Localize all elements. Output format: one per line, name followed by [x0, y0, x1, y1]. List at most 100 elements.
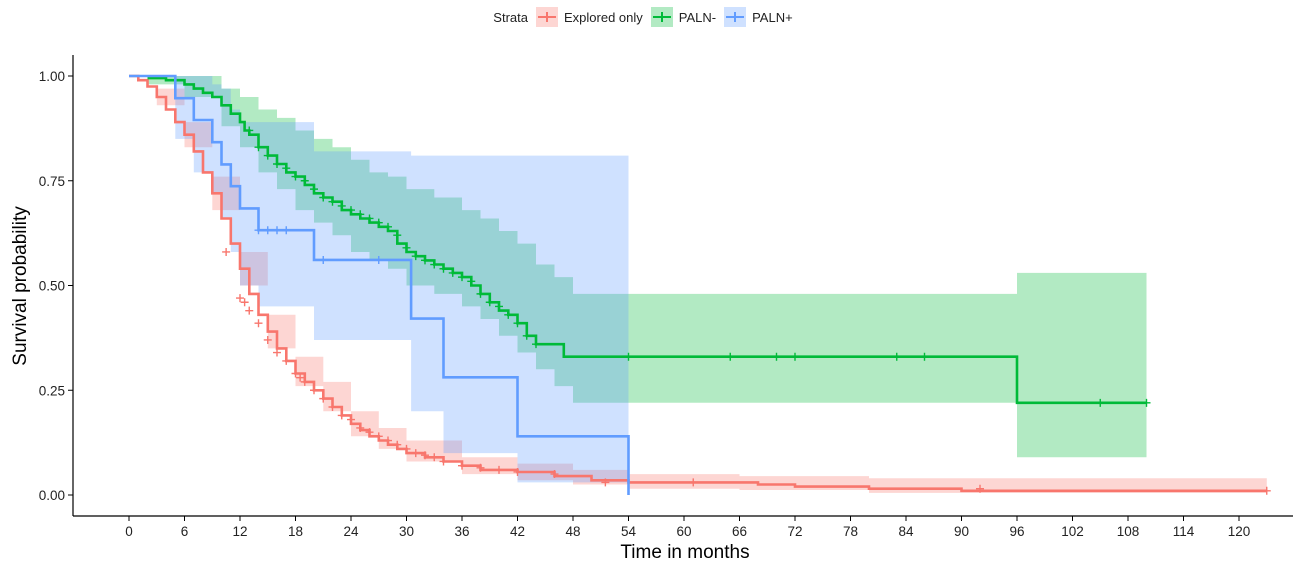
censor-mark — [421, 451, 429, 460]
legend-label: Explored only — [563, 9, 643, 25]
x-tick-label: 96 — [1009, 524, 1024, 539]
censor-mark — [328, 197, 337, 206]
censor-mark — [384, 222, 392, 231]
censor-mark — [319, 255, 328, 264]
censor-mark — [532, 340, 540, 349]
censor-mark — [328, 403, 337, 412]
censor-mark — [458, 273, 466, 282]
censor-mark — [495, 302, 503, 311]
censor-mark — [245, 126, 254, 135]
censor-mark — [485, 298, 494, 307]
censor-mark — [402, 243, 411, 252]
censor-mark — [513, 319, 522, 328]
censor-mark — [374, 432, 383, 441]
censor-mark — [347, 415, 355, 424]
censor-mark — [374, 255, 383, 264]
censor-mark — [495, 465, 503, 474]
censor-mark — [421, 256, 429, 265]
censor-mark — [411, 252, 420, 261]
x-tick-label: 54 — [621, 524, 637, 539]
censor-mark — [1096, 398, 1105, 407]
x-tick-label: 12 — [232, 524, 247, 539]
y-tick-label: 0.00 — [39, 488, 65, 503]
censor-mark — [300, 377, 309, 386]
censor-mark — [310, 185, 318, 194]
censor-mark — [254, 143, 263, 152]
legend: Strata Explored only PALN- PALN+ — [0, 7, 1294, 27]
censor-mark — [374, 218, 383, 227]
x-tick-label: 84 — [898, 524, 914, 539]
x-tick-label: 90 — [954, 524, 969, 539]
censor-mark — [689, 478, 698, 487]
censor-mark — [273, 226, 281, 235]
censor-mark — [236, 294, 244, 303]
censor-mark — [365, 428, 374, 437]
censor-mark — [439, 264, 448, 273]
censor-mark — [920, 352, 929, 361]
x-tick-label: 60 — [676, 524, 691, 539]
legend-item-explored-only: Explored only — [535, 7, 643, 27]
censor-mark — [310, 386, 318, 395]
censor-mark — [393, 440, 402, 449]
y-tick-label: 0.25 — [39, 383, 65, 398]
censor-mark — [504, 310, 513, 319]
x-tick-label: 72 — [787, 524, 802, 539]
band-2 — [175, 76, 629, 495]
censor-mark — [393, 231, 402, 240]
y-tick-label: 1.00 — [39, 69, 65, 84]
censor-mark — [282, 164, 291, 173]
legend-key-icon — [535, 7, 558, 27]
censor-mark — [430, 453, 439, 462]
legend-label: PALN+ — [752, 9, 793, 25]
censor-mark — [273, 159, 281, 168]
x-tick-label: 36 — [454, 524, 469, 539]
x-tick-label: 78 — [843, 524, 858, 539]
y-axis-label: Survival probability — [10, 206, 31, 366]
x-axis-label: Time in months — [620, 542, 749, 562]
censor-mark — [384, 436, 392, 445]
censor-mark — [222, 247, 231, 256]
censor-mark — [291, 172, 300, 181]
censor-mark — [365, 214, 374, 223]
censor-mark — [513, 467, 522, 476]
censor-mark — [300, 176, 309, 185]
x-tick-label: 18 — [288, 524, 303, 539]
censor-mark — [439, 457, 448, 466]
legend-item-paln-neg: PALN- — [650, 7, 716, 27]
censor-marks — [222, 126, 1271, 495]
legend-item-paln-pos: PALN+ — [724, 7, 793, 27]
x-tick-label: 24 — [343, 524, 359, 539]
censor-mark — [337, 411, 346, 420]
x-tick-label: 6 — [181, 524, 189, 539]
y-tick-label: 0.75 — [39, 174, 65, 189]
x-tick-label: 30 — [399, 524, 414, 539]
censor-mark — [263, 151, 272, 160]
censor-mark — [411, 449, 420, 458]
censor-mark — [240, 298, 249, 307]
censor-mark — [772, 352, 781, 361]
band-1 — [147, 76, 1147, 458]
censor-mark — [356, 423, 365, 432]
censor-mark — [550, 470, 559, 479]
y-tick-label: 0.50 — [39, 279, 65, 294]
censor-mark — [263, 226, 272, 235]
series-line-2 — [129, 74, 630, 495]
censor-mark — [476, 289, 485, 298]
censor-mark — [1262, 486, 1271, 495]
x-tick-label: 108 — [1117, 524, 1140, 539]
censor-mark — [296, 373, 305, 382]
censor-mark — [319, 394, 328, 403]
legend-key-icon — [724, 7, 747, 27]
legend-key-icon — [650, 7, 673, 27]
censor-mark — [448, 268, 457, 277]
censor-mark — [601, 478, 610, 487]
censor-mark — [356, 210, 365, 219]
x-tick-label: 66 — [732, 524, 747, 539]
censor-mark — [624, 352, 633, 361]
censor-mark — [402, 444, 411, 453]
censor-mark — [430, 260, 439, 269]
censor-mark — [791, 352, 799, 361]
censor-mark — [245, 306, 254, 315]
censor-mark — [282, 356, 291, 365]
